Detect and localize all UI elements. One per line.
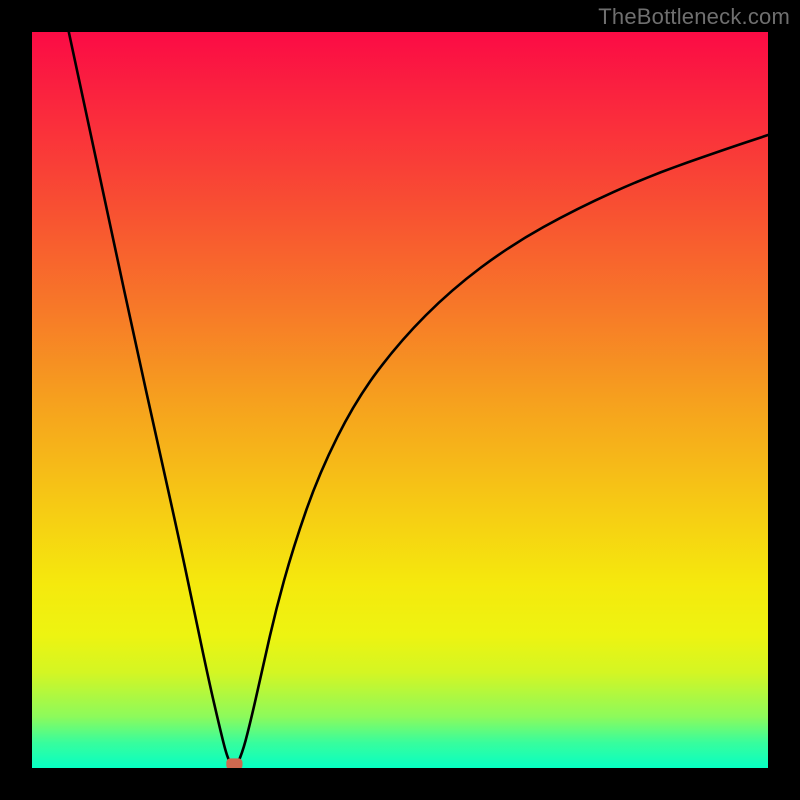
gradient-background (32, 32, 768, 768)
watermark-text: TheBottleneck.com (598, 4, 790, 30)
chart-svg (32, 32, 768, 768)
figure-frame: { "watermark": { "text": "TheBottleneck.… (0, 0, 800, 800)
marker-group (226, 758, 242, 768)
plot-area (32, 32, 768, 768)
bottleneck-point (226, 758, 242, 768)
